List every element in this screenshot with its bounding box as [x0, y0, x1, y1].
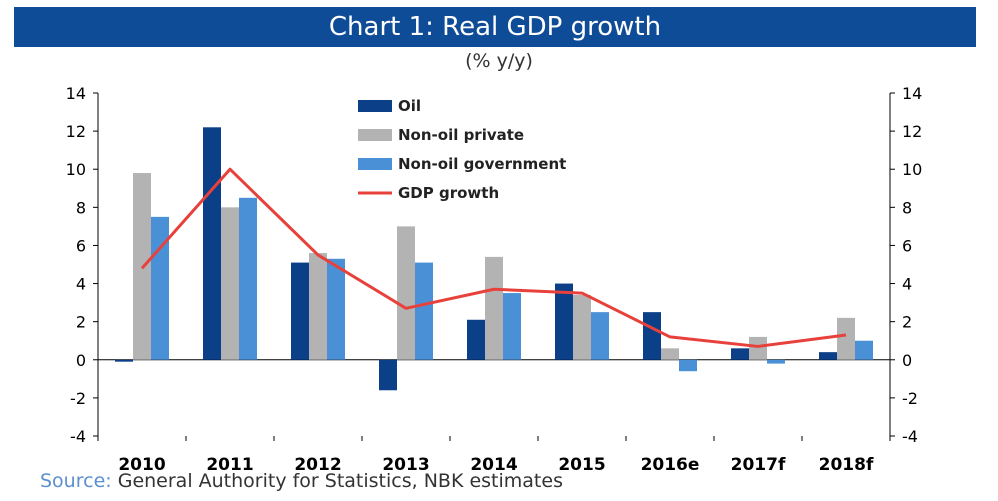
chart-title: Chart 1: Real GDP growth — [328, 12, 662, 42]
bar-oil — [467, 319, 485, 360]
right-tick-label: 4 — [902, 275, 912, 294]
right-tick-label: 0 — [902, 351, 912, 370]
category-label: 2015 — [558, 455, 605, 475]
bar-non-oil-private — [221, 207, 239, 360]
bar-non-oil-private — [661, 348, 679, 360]
left-tick-label: 10 — [66, 160, 86, 179]
left-tick-label: 12 — [66, 122, 86, 141]
left-tick-label: 0 — [76, 351, 86, 370]
bar-non-oil-government — [679, 359, 697, 372]
legend-label: Non-oil private — [398, 126, 524, 144]
source-note: Source: General Authority for Statistics… — [40, 470, 563, 492]
bar-non-oil-government — [767, 359, 785, 364]
right-tick-label: 10 — [902, 160, 922, 179]
legend-label: GDP growth — [398, 184, 499, 202]
bar-oil — [379, 359, 397, 391]
legend-label: Oil — [398, 97, 421, 115]
category-label: 2013 — [382, 455, 429, 475]
right-tick-label: 8 — [902, 198, 912, 217]
bar-non-oil-private — [309, 253, 327, 360]
left-tick-label: -2 — [70, 389, 86, 408]
legend-swatch-non-oil-private — [358, 129, 392, 141]
category-label: 2017f — [731, 455, 786, 475]
right-tick-label: 14 — [902, 84, 922, 103]
source-text: General Authority for Statistics, NBK es… — [117, 470, 563, 492]
bar-non-oil-government — [151, 216, 169, 360]
bar-non-oil-private — [397, 226, 415, 360]
right-tick-label: 12 — [902, 122, 922, 141]
legend-swatch-non-oil-government — [358, 158, 392, 170]
left-tick-label: 4 — [76, 275, 86, 294]
left-tick-label: 6 — [76, 236, 86, 255]
legend-label: Non-oil government — [398, 155, 566, 173]
bar-non-oil-government — [503, 293, 521, 360]
category-label: 2012 — [294, 455, 341, 475]
category-label: 2011 — [206, 455, 253, 475]
bar-oil — [819, 352, 837, 360]
left-tick-label: 2 — [76, 313, 86, 332]
bar-oil — [291, 262, 309, 360]
bar-non-oil-private — [837, 317, 855, 360]
left-tick-label: -4 — [70, 427, 86, 446]
bar-non-oil-private — [573, 294, 591, 360]
bar-non-oil-government — [855, 340, 873, 360]
bar-non-oil-private — [749, 336, 767, 360]
bar-oil — [115, 359, 133, 362]
legend-swatch-oil — [358, 100, 392, 112]
bar-non-oil-government — [415, 262, 433, 360]
bar-oil — [731, 348, 749, 360]
category-label: 2010 — [118, 455, 165, 475]
gdp-growth-line — [140, 167, 847, 348]
left-tick-label: 8 — [76, 198, 86, 217]
bar-non-oil-government — [239, 197, 257, 360]
bar-non-oil-government — [591, 312, 609, 360]
right-tick-label: -2 — [902, 389, 918, 408]
right-tick-label: 2 — [902, 313, 912, 332]
category-label: 2016e — [641, 455, 700, 475]
bar-oil — [643, 312, 661, 360]
category-label: 2014 — [470, 455, 517, 475]
right-tick-label: -4 — [902, 427, 918, 446]
bar-non-oil-private — [485, 256, 503, 360]
bar-oil — [555, 283, 573, 360]
left-tick-label: 14 — [66, 84, 86, 103]
chart-title-bar: Chart 1: Real GDP growth — [14, 7, 976, 47]
right-tick-label: 6 — [902, 236, 912, 255]
source-label: Source: — [40, 470, 112, 492]
category-label: 2018f — [819, 455, 874, 475]
bar-oil — [203, 127, 221, 360]
chart-subtitle: (% y/y) — [465, 50, 533, 72]
bar-non-oil-government — [327, 258, 345, 360]
